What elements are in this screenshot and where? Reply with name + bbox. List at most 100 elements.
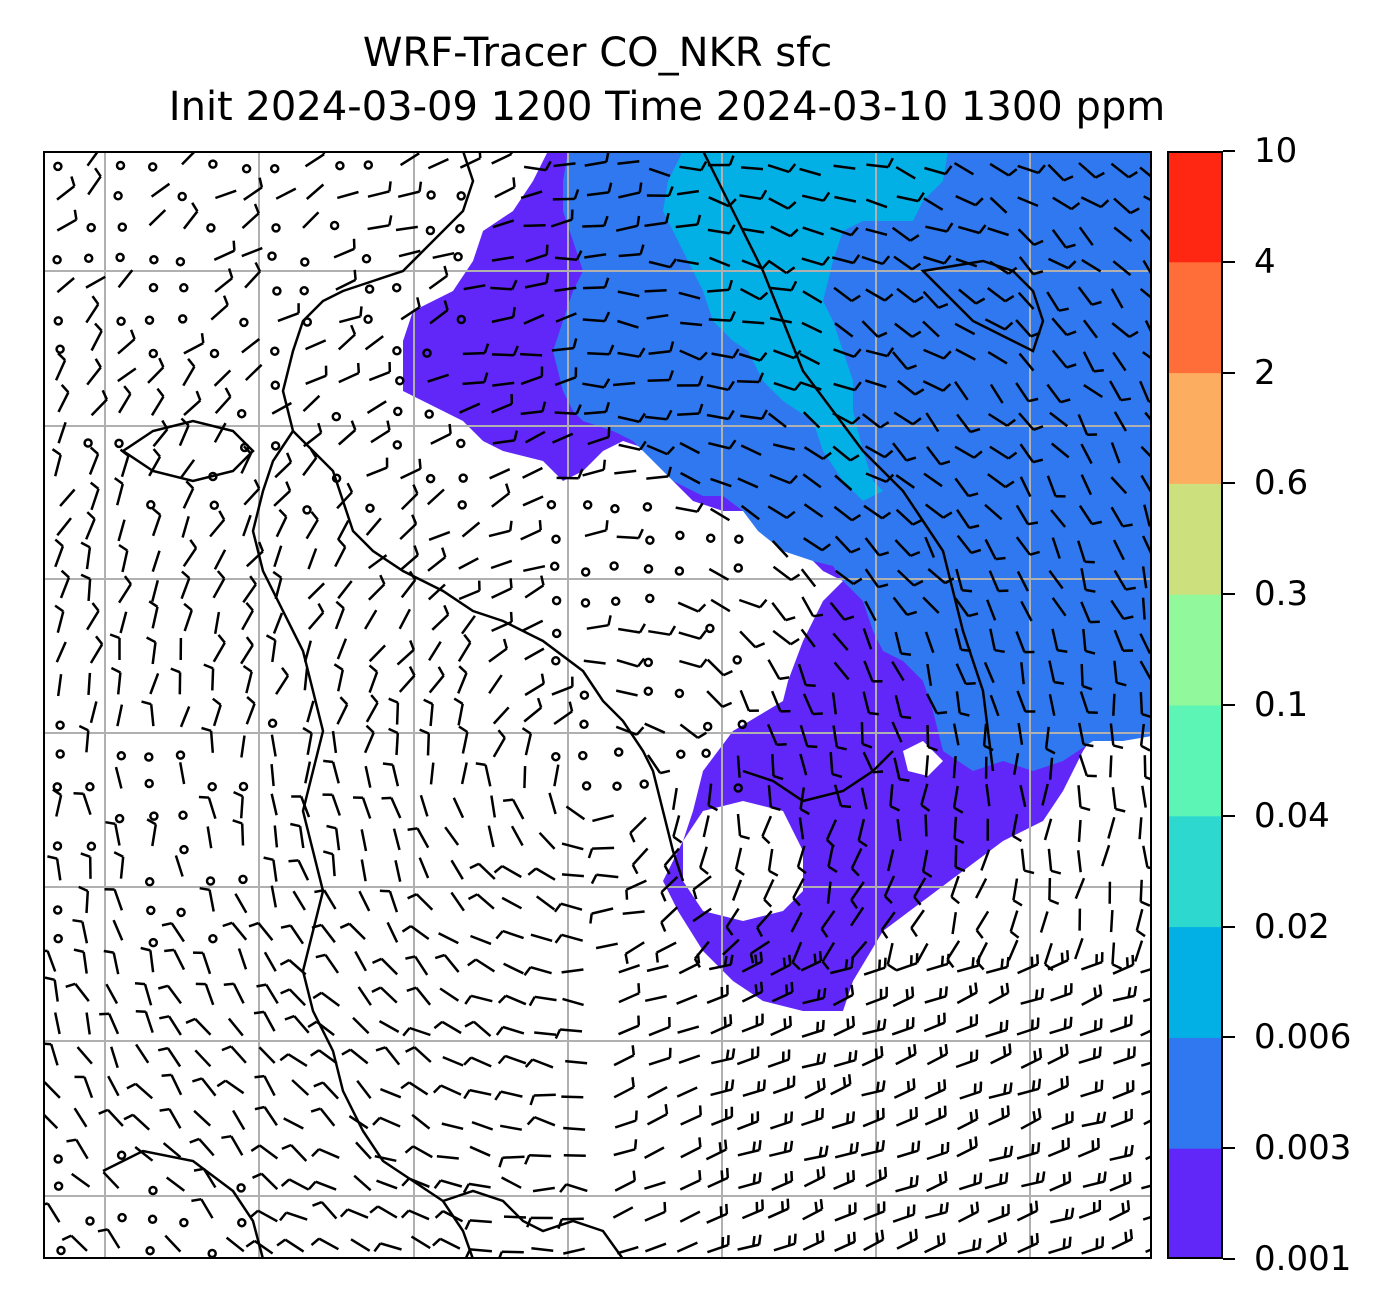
wind-barb — [402, 1026, 431, 1037]
wind-barb — [245, 696, 256, 725]
wind-barb — [562, 997, 584, 1007]
calm-wind-marker — [365, 503, 375, 513]
wind-barb — [889, 784, 901, 812]
wind-barb — [126, 1082, 154, 1100]
wind-barb — [1080, 474, 1093, 496]
wind-barb — [980, 849, 991, 871]
wind-barb — [522, 466, 543, 479]
wind-barb — [85, 1012, 91, 1035]
wind-barb — [741, 981, 764, 1003]
wind-barb — [65, 982, 90, 1002]
wind-barb — [741, 951, 764, 973]
wind-barb — [863, 660, 883, 683]
wind-barb — [110, 666, 122, 695]
wind-barb — [922, 380, 952, 392]
wind-barb — [1020, 600, 1033, 622]
wind-barb — [244, 261, 262, 289]
wind-barb — [770, 690, 791, 713]
wind-barb — [618, 182, 643, 199]
map-panel — [43, 151, 1152, 1259]
calm-wind-marker — [364, 284, 375, 294]
wind-barb — [434, 1209, 464, 1223]
wind-barb — [275, 508, 288, 538]
wind-barb — [749, 940, 771, 964]
wind-barb — [399, 514, 418, 541]
wind-barb — [987, 473, 1015, 489]
wind-barb — [865, 227, 888, 237]
wind-barb — [354, 950, 367, 972]
wind-barb — [646, 444, 676, 456]
wind-barb — [151, 579, 160, 602]
wind-barb — [644, 722, 666, 734]
wind-barb — [222, 921, 248, 941]
wind-barb — [736, 1111, 760, 1131]
wind-barb — [251, 1172, 279, 1190]
wind-barb — [491, 483, 511, 508]
wind-barb — [489, 468, 511, 480]
wind-barb — [532, 1186, 555, 1193]
calm-wind-marker — [175, 256, 186, 267]
wind-barb — [492, 381, 515, 387]
calm-wind-marker — [734, 534, 744, 544]
colorbar-tick-label: 0.003 — [1254, 1128, 1352, 1169]
wind-barb — [952, 723, 960, 746]
wind-barb — [595, 942, 618, 950]
wind-barb — [1078, 505, 1103, 526]
wind-barb — [1077, 286, 1102, 306]
wind-barb — [989, 628, 1005, 654]
wind-barb — [1080, 1079, 1104, 1098]
calm-wind-marker — [643, 657, 654, 668]
wind-barb — [974, 878, 988, 899]
wind-barb — [237, 948, 248, 970]
wind-barb — [117, 367, 137, 383]
wind-barb — [1082, 351, 1104, 373]
wind-barb — [676, 1241, 698, 1253]
wind-barb — [731, 879, 743, 901]
wind-barb — [458, 580, 481, 601]
wind-barb — [523, 965, 552, 977]
wind-barb — [584, 253, 607, 259]
wind-barb — [987, 412, 1016, 427]
wind-barb — [463, 284, 486, 291]
wind-barb — [170, 667, 182, 695]
wind-barb — [862, 751, 884, 774]
wind-barb — [771, 601, 796, 622]
wind-barb — [1112, 1080, 1135, 1100]
wind-barb — [1112, 260, 1132, 277]
wind-barb — [861, 1080, 886, 1097]
wind-barb — [240, 445, 253, 474]
wind-barb — [644, 1181, 666, 1190]
wind-barb — [618, 1015, 641, 1036]
wind-barb — [310, 1237, 340, 1251]
wind-barb — [1051, 1111, 1074, 1131]
wind-barb — [107, 1075, 120, 1097]
calm-wind-marker — [674, 566, 685, 576]
wind-barb — [457, 633, 472, 663]
wind-barb — [442, 1055, 464, 1067]
wind-barb — [629, 816, 647, 843]
wind-barb — [97, 1228, 121, 1249]
wind-barb — [462, 1182, 491, 1194]
wind-barb — [495, 1025, 525, 1036]
wind-barb — [463, 1056, 492, 1068]
wind-barb — [800, 381, 822, 391]
wind-barb — [1078, 1046, 1102, 1064]
wind-barb — [660, 875, 679, 902]
wind-barb — [895, 1175, 919, 1193]
wind-barb — [467, 893, 495, 910]
wind-barb — [373, 1242, 402, 1253]
wind-barb — [117, 269, 134, 289]
wind-barb — [1047, 1137, 1070, 1158]
wind-barb — [648, 625, 677, 636]
wind-barb — [368, 574, 386, 601]
wind-barb — [313, 1081, 340, 1100]
wind-barb — [622, 910, 645, 915]
wind-barb — [242, 514, 252, 537]
wind-barb — [149, 672, 160, 695]
wind-barb — [955, 348, 976, 361]
calm-wind-marker — [208, 159, 218, 169]
calm-wind-marker — [639, 779, 649, 789]
wind-barb — [407, 827, 430, 849]
wind-barb — [179, 706, 191, 728]
wind-barb — [1051, 537, 1061, 559]
